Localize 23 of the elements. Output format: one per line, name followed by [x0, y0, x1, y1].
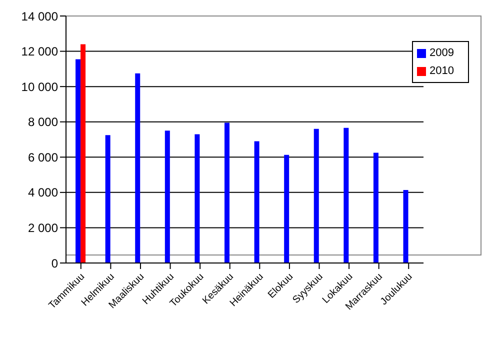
y-tick-label: 14 000: [21, 9, 58, 24]
bar: [135, 73, 140, 263]
y-tick-label: 12 000: [21, 44, 58, 59]
bar: [373, 152, 378, 263]
y-tick-label: 2 000: [28, 220, 58, 235]
y-tick-label: 0: [51, 256, 58, 270]
y-tick-label: 4 000: [28, 186, 58, 200]
bar: [76, 59, 81, 263]
legend-label: 2009: [430, 47, 454, 59]
y-tick-label: 8 000: [28, 115, 58, 130]
bar: [344, 128, 349, 263]
bar: [194, 134, 200, 263]
legend-label: 2010: [430, 65, 454, 77]
bar: [164, 130, 170, 263]
bar: [254, 141, 260, 263]
bar: [284, 154, 290, 263]
bar: [403, 190, 408, 263]
y-tick-label: 10 000: [21, 80, 58, 94]
bar: [224, 122, 230, 263]
bar: [80, 44, 86, 263]
y-tick-label: 6 000: [28, 150, 58, 164]
bar: [314, 128, 319, 263]
bar: [105, 135, 110, 263]
